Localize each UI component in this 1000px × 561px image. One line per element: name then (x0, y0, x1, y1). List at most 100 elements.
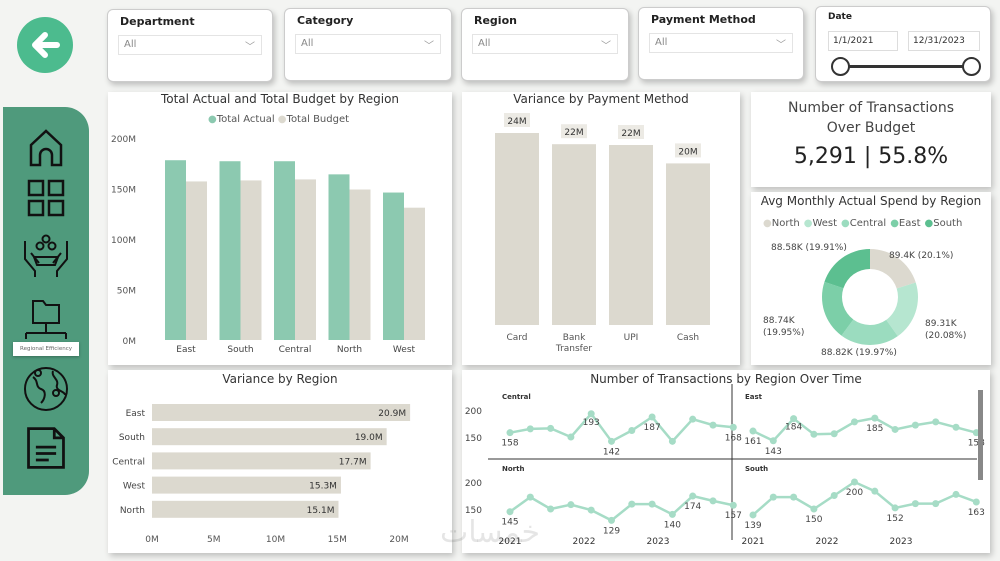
globe-regions-icon[interactable] (21, 365, 71, 411)
x-tick-label: 2021 (499, 537, 522, 547)
scrollbar[interactable] (978, 390, 983, 480)
back-button[interactable] (17, 17, 73, 73)
donut-slice (870, 249, 916, 289)
data-point (689, 492, 697, 500)
category-dropdown[interactable]: All ﹀ (295, 34, 441, 54)
data-point (506, 508, 514, 516)
chart-title: Variance by Region (222, 372, 338, 386)
data-point (709, 421, 717, 429)
kpi-card: Number of Transactions Over Budget 5,291… (751, 92, 991, 187)
x-tick-label: Transfer (555, 344, 592, 354)
data-label: 174 (684, 502, 701, 512)
data-point (769, 437, 777, 445)
data-label: 161 (744, 437, 761, 447)
variance-by-payment-chart: Variance by Payment Method 24M Card 22M Ban… (462, 92, 740, 365)
legend-item: North (771, 218, 800, 229)
bar-actual (219, 161, 241, 340)
series-line (752, 480, 977, 516)
data-label: 193 (583, 418, 600, 428)
x-tick-label: 2021 (742, 537, 765, 547)
region-dropdown[interactable]: All ﹀ (472, 34, 618, 54)
data-point (628, 500, 636, 508)
panel-title: East (745, 393, 763, 401)
x-tick-label: Central (279, 345, 312, 355)
bar-budget (240, 180, 262, 340)
y-tick-label: 200M (111, 135, 136, 145)
x-tick-label: 2023 (890, 537, 913, 547)
data-point (911, 500, 919, 508)
line-chart-svg: Central 150 200 158 193 142 187 168 East 161 143 18… (465, 384, 985, 547)
department-dropdown[interactable]: All ﹀ (118, 35, 262, 55)
data-point (851, 478, 858, 486)
legend-budget: Total Budget (286, 114, 350, 125)
transactions-over-time-chart: Number of Transactions by Region Over Ti… (462, 370, 990, 553)
data-point (648, 500, 656, 508)
bar-budget (349, 189, 371, 340)
data-label: (20.08%) (925, 331, 966, 341)
data-label: 158 (968, 439, 985, 449)
panel-title: Central (502, 393, 531, 401)
document-icon[interactable] (21, 425, 71, 471)
x-tick-label: 5M (207, 535, 221, 545)
data-point (587, 506, 595, 514)
slicer-label: Date (828, 12, 852, 22)
data-point (810, 430, 818, 438)
chevron-down-icon: ﹀ (245, 42, 255, 53)
end-handle[interactable] (962, 57, 981, 76)
payment-method-dropdown[interactable]: All ﹀ (649, 33, 793, 53)
donut-slice (822, 281, 854, 336)
dropdown-value: All (301, 38, 314, 49)
dropdown-value: All (124, 39, 137, 50)
data-point (749, 511, 757, 519)
slicer-label: Region (474, 14, 517, 27)
data-point (891, 425, 899, 433)
donut-slice (824, 249, 870, 289)
end-date: 12/31/2023 (913, 36, 965, 46)
data-point (729, 501, 737, 509)
data-point (668, 510, 676, 518)
x-tick-label: 2022 (573, 537, 596, 547)
y-tick-label: 150M (111, 186, 136, 196)
x-tick-label: North (337, 345, 362, 355)
data-point (648, 413, 656, 421)
bar (152, 428, 387, 446)
data-point (952, 423, 960, 431)
y-tick-label: East (126, 409, 146, 419)
data-point (749, 427, 757, 435)
home-icon[interactable] (21, 125, 71, 171)
data-point (911, 421, 919, 429)
data-label: 19.0M (355, 433, 383, 443)
end-date-input[interactable]: 12/31/2023 (908, 31, 980, 51)
panel-title: North (502, 465, 524, 473)
data-label: (19.95%) (763, 328, 804, 338)
bar-actual (383, 192, 404, 340)
bar (152, 452, 371, 470)
folder-network-icon[interactable] (21, 297, 71, 343)
data-point (547, 424, 555, 432)
legend-item: West (812, 218, 838, 229)
start-date-input[interactable]: 1/1/2021 (828, 31, 898, 51)
data-point (567, 433, 575, 441)
grid-icon[interactable] (21, 175, 71, 221)
data-point (526, 493, 534, 501)
y-tick-label: South (119, 433, 145, 443)
data-point (830, 430, 838, 438)
data-label: 187 (644, 423, 661, 433)
x-tick-label: 15M (328, 535, 347, 545)
bar-budget (404, 207, 425, 340)
y-tick-label: 200 (465, 479, 482, 489)
data-point (790, 415, 798, 423)
dropdown-value: All (478, 38, 491, 49)
community-hands-icon[interactable] (21, 233, 71, 279)
data-label: 15.1M (307, 506, 335, 516)
start-handle[interactable] (831, 57, 850, 76)
payment-method-slicer: Payment Method All ﹀ (638, 7, 804, 80)
y-tick-label: West (123, 482, 146, 492)
panel-title: South (745, 465, 768, 473)
data-point (952, 490, 960, 498)
department-slicer: Department All ﹀ (107, 9, 273, 82)
data-label: 22M (621, 129, 640, 139)
data-point (851, 418, 858, 426)
data-label: 152 (887, 514, 904, 524)
sidebar-nav: Regional Efficiency (3, 107, 89, 495)
